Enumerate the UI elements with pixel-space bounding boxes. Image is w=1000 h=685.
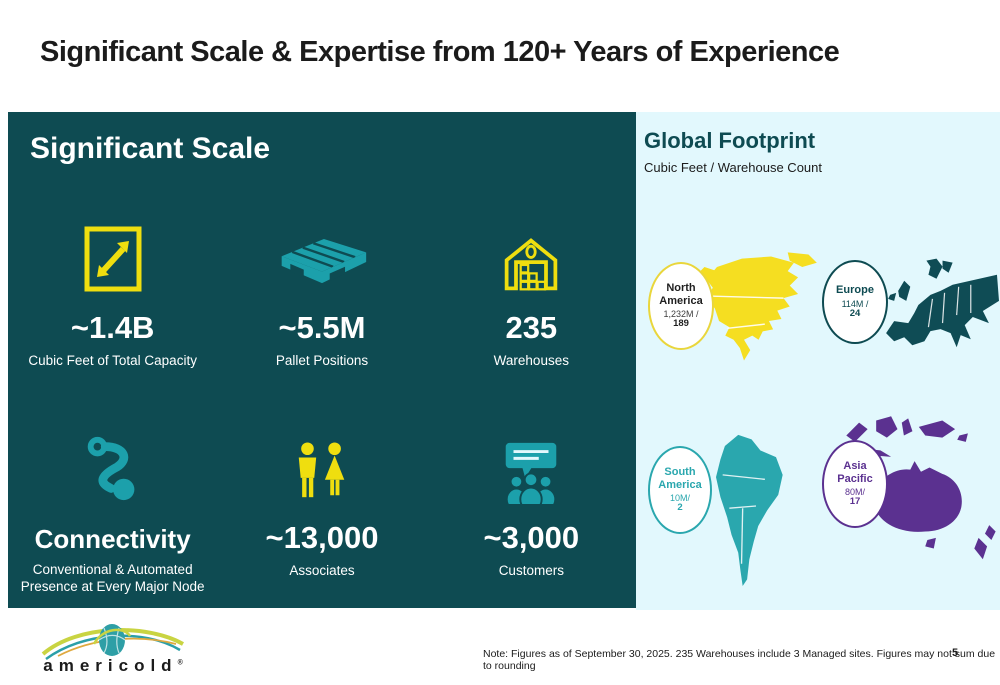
- stat-label: Pallet Positions: [275, 353, 369, 368]
- page-title: Significant Scale & Expertise from 120+ …: [40, 36, 840, 68]
- footprint-heading: Global Footprint: [644, 128, 816, 153]
- warehouse-icon: [501, 202, 561, 294]
- stat-value: Connectivity: [34, 524, 191, 554]
- stat-label: Customers: [498, 563, 564, 578]
- region-badge-north-america: North America 1,232M / 189: [648, 262, 714, 350]
- stat-capacity: ~1.4B Cubic Feet of Total Capacity: [8, 190, 217, 400]
- stat-label: Warehouses: [493, 353, 569, 368]
- stat-value: 235: [505, 310, 558, 345]
- stats-grid: ~1.4B Cubic Feet of Total Capacity: [8, 190, 636, 608]
- americold-logo-text: americold®: [43, 656, 183, 675]
- stat-value: ~5.5M: [278, 310, 366, 345]
- region-cubic-feet: 10M/: [669, 492, 690, 503]
- region-warehouse-count: 2: [677, 502, 683, 514]
- stat-label: Cubic Feet of Total Capacity: [28, 353, 197, 368]
- footer-note: Note: Figures as of September 30, 2025. …: [483, 648, 996, 672]
- pallet-icon: [274, 202, 370, 294]
- stat-label: Associates: [289, 563, 355, 578]
- stat-value: ~3,000: [483, 520, 580, 555]
- europe-map: [886, 258, 999, 348]
- associates-icon: [291, 412, 353, 504]
- scale-heading: Significant Scale: [30, 132, 271, 165]
- region-name: North America: [659, 282, 703, 307]
- americold-logo-globe-icon: [41, 624, 184, 661]
- region-badge-europe: Europe 114M / 24: [822, 260, 888, 344]
- stat-label: Conventional & Automated Presence at Eve…: [20, 562, 205, 594]
- region-name: Asia Pacific: [837, 460, 873, 485]
- footprint-subheading: Cubic Feet / Warehouse Count: [644, 160, 822, 175]
- stat-warehouses: 235 Warehouses: [427, 190, 636, 400]
- stat-customers: ~3,000 Customers: [427, 400, 636, 608]
- page-number: 5: [952, 647, 959, 659]
- stat-value: ~1.4B: [70, 310, 155, 345]
- expand-arrows-icon: [81, 202, 145, 294]
- region-cubic-feet: 1,232M /: [663, 308, 699, 319]
- region-name: South America: [658, 466, 702, 491]
- stat-associates: ~13,000 Associates: [217, 400, 426, 608]
- stat-connectivity: Connectivity Conventional & Automated Pr…: [8, 400, 217, 608]
- region-warehouse-count: 24: [849, 307, 861, 319]
- region-badge-asia-pacific: Asia Pacific 80M/ 17: [822, 440, 888, 528]
- stat-value: ~13,000: [265, 520, 379, 555]
- region-warehouse-count: 17: [849, 496, 861, 508]
- region-warehouse-count: 189: [673, 318, 689, 330]
- region-name: Europe: [836, 284, 874, 297]
- south-america-map: [716, 434, 783, 586]
- region-cubic-feet: 114M /: [841, 298, 869, 309]
- customers-icon: [496, 412, 566, 504]
- region-badge-south-america: South America 10M/ 2: [648, 446, 712, 534]
- americold-logo: americold®: [38, 616, 188, 676]
- region-cubic-feet: 80M/: [844, 486, 865, 497]
- significant-scale-panel: Significant Scale ~1.4B Cubic Feet of To…: [8, 112, 636, 608]
- global-footprint-panel: Global Footprint Cubic Feet / Warehouse …: [636, 112, 1000, 610]
- connectivity-icon: [78, 412, 148, 504]
- stat-pallets: ~5.5M Pallet Positions: [217, 190, 426, 400]
